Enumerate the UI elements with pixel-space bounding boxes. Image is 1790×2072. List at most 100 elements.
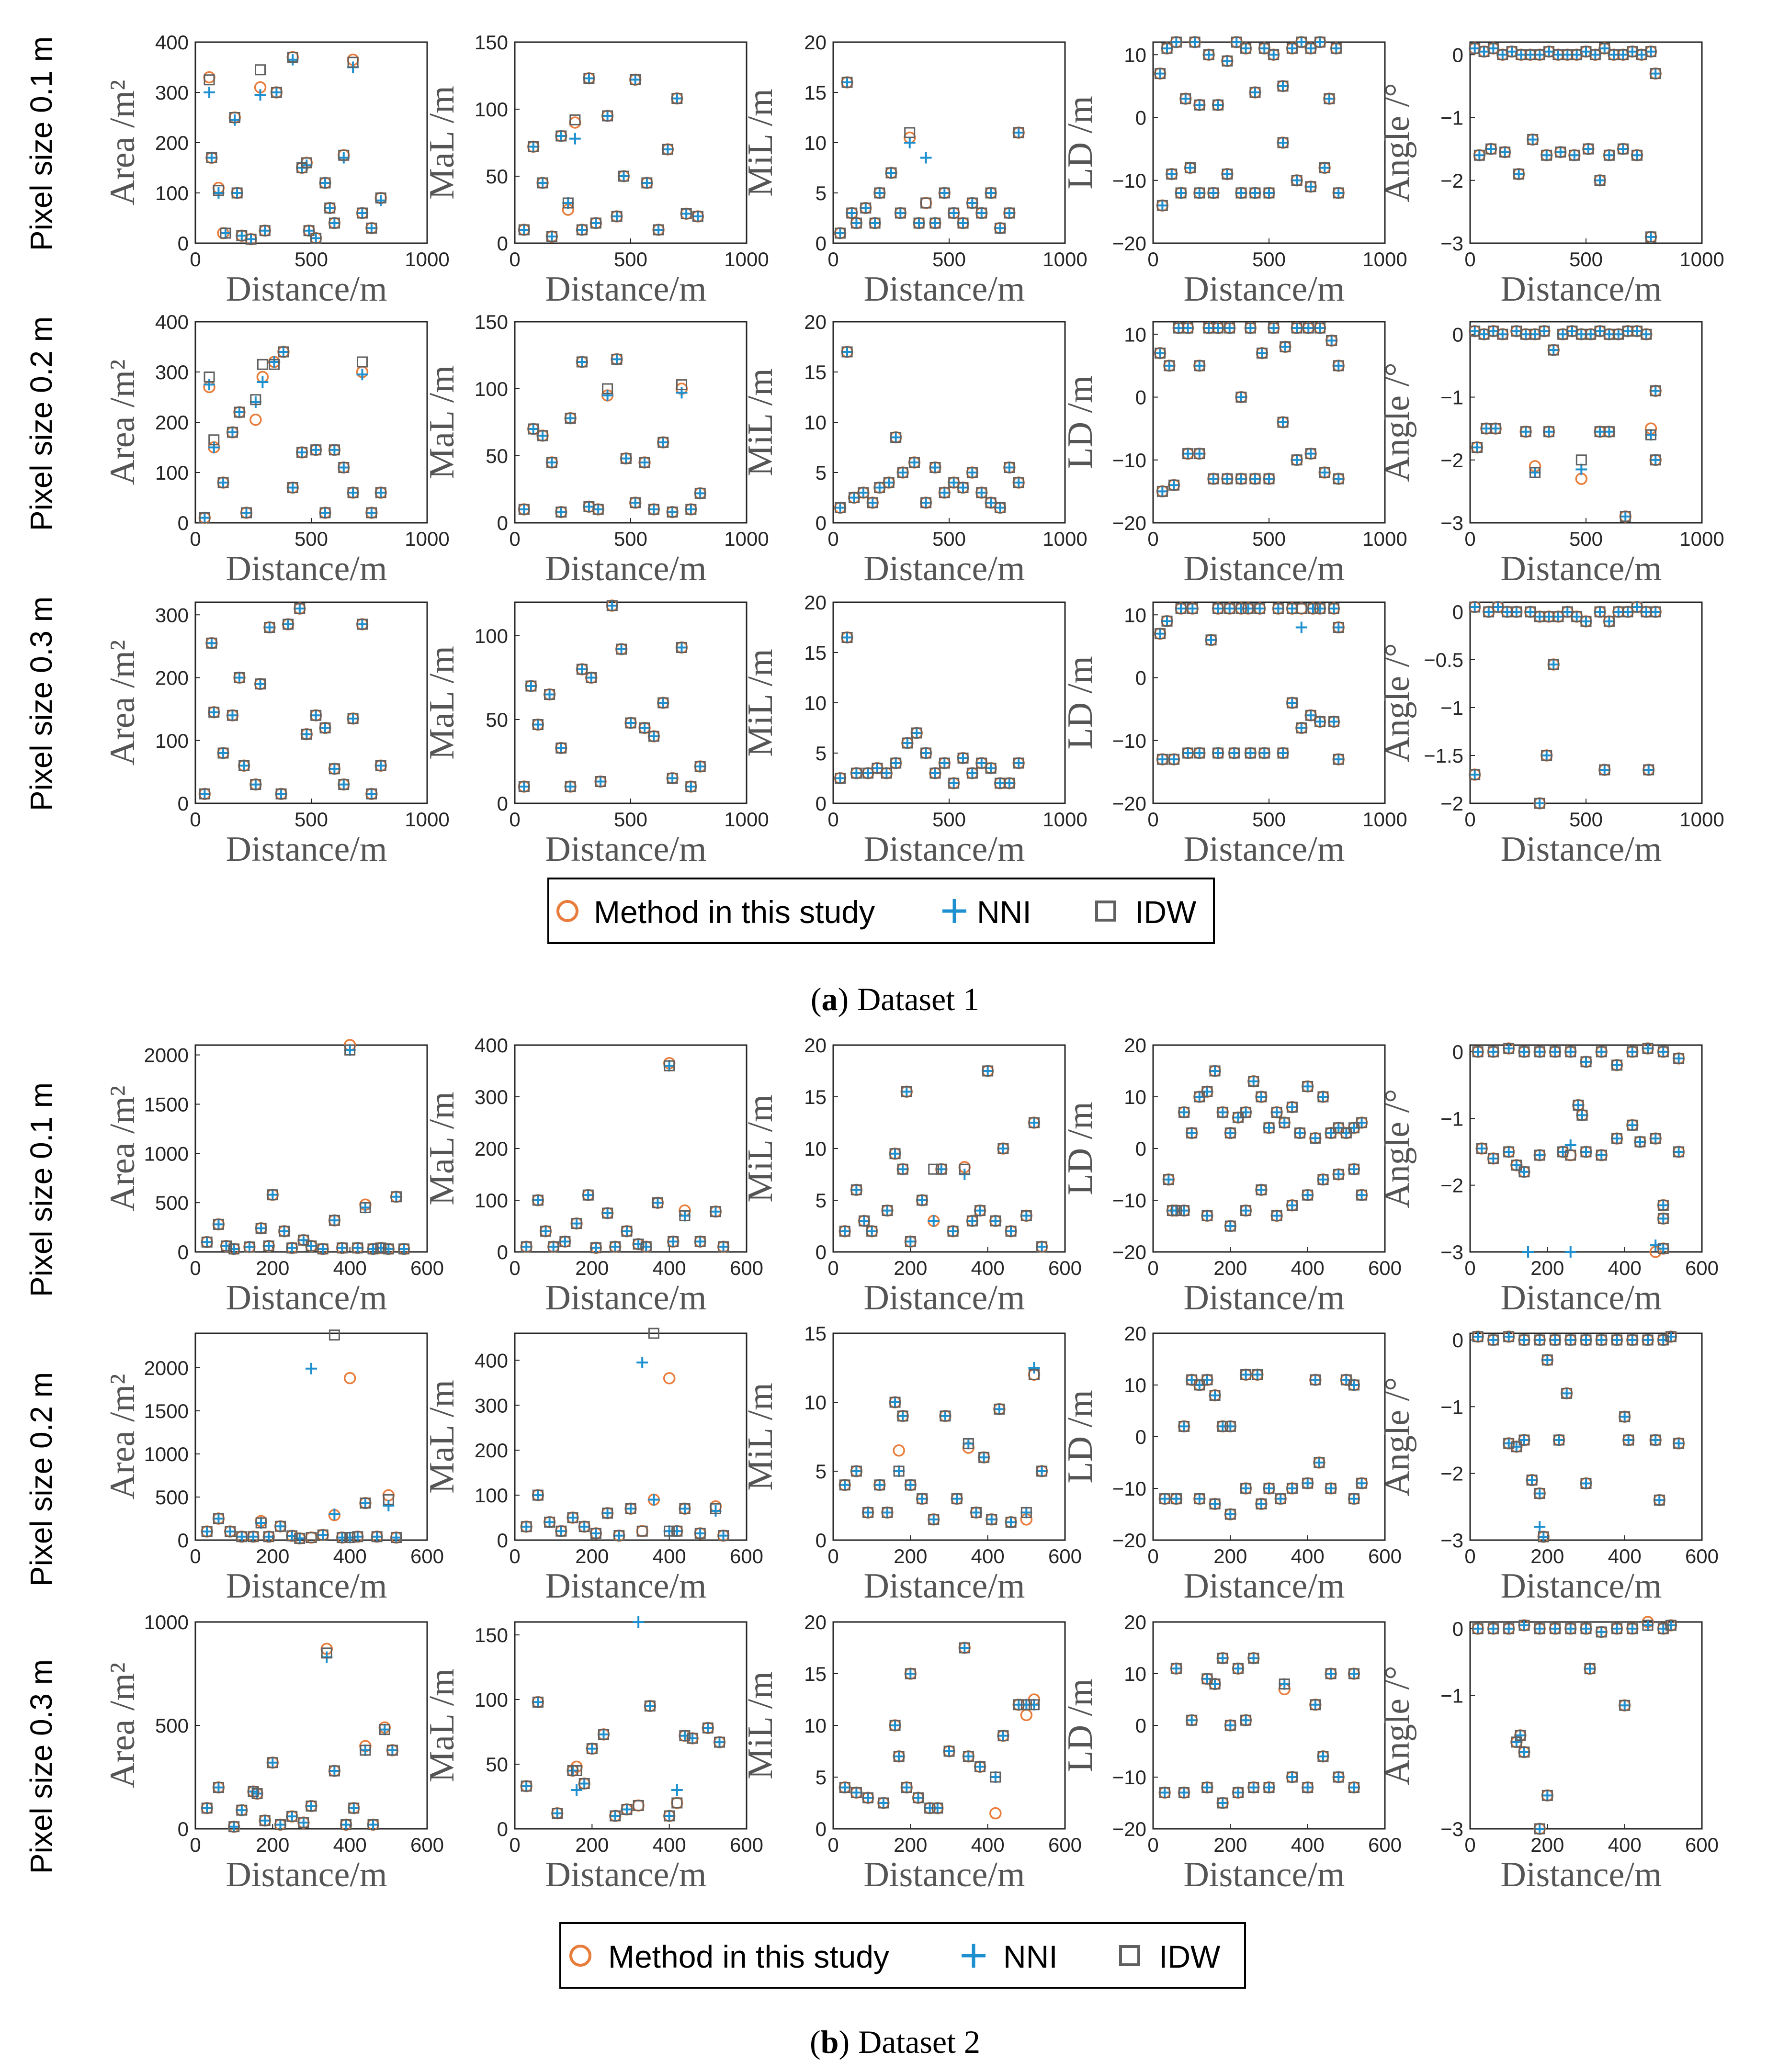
point-nni — [621, 1803, 633, 1815]
y-tick-label: 5 — [816, 1189, 827, 1212]
point-idw — [199, 512, 210, 523]
point-idw — [1472, 1623, 1484, 1634]
point-idw — [592, 504, 604, 515]
point-nni — [1553, 1434, 1565, 1446]
point-nni — [1619, 1700, 1631, 1712]
point-nni — [974, 1761, 986, 1773]
point-idw — [1565, 1334, 1576, 1346]
y-tick-label: 15 — [804, 642, 827, 664]
point-nni — [1028, 1362, 1040, 1374]
point-nni — [1534, 1487, 1546, 1499]
point-idw — [897, 1410, 908, 1422]
row-label-d2-r1: Pixel size 0.1 m — [24, 1082, 58, 1297]
point-nni — [1159, 1493, 1171, 1505]
point-idw — [255, 64, 266, 76]
point-idw — [994, 1403, 1005, 1415]
point-nni — [1485, 143, 1497, 155]
point-nni — [1622, 1434, 1634, 1446]
point-nni — [1503, 1146, 1515, 1158]
y-tick-label: 5 — [816, 1460, 827, 1483]
point-nni — [1650, 1239, 1662, 1251]
point-nni — [663, 1810, 675, 1822]
point-nni — [201, 1526, 213, 1537]
point-idw — [1356, 1189, 1368, 1201]
point-idw — [889, 1720, 901, 1731]
point-nni — [1611, 1622, 1623, 1634]
point-idw — [959, 1642, 970, 1654]
point-idw — [532, 1489, 544, 1501]
x-tick-label: 400 — [971, 1834, 1005, 1856]
point-idw — [606, 600, 618, 611]
point-idw — [238, 760, 250, 771]
point-idw — [1291, 454, 1303, 466]
point-nni — [1650, 68, 1662, 79]
y-tick-label: 10 — [1124, 323, 1146, 346]
point-nni — [319, 177, 331, 189]
point-idw — [929, 767, 941, 779]
point-nni — [1554, 146, 1566, 158]
point-nni — [286, 1530, 298, 1542]
point-idw — [890, 432, 902, 443]
point-nni — [1224, 603, 1235, 615]
point-nni — [671, 1525, 683, 1537]
x-tick-label: 200 — [575, 1545, 609, 1567]
point-idw — [966, 197, 978, 209]
point-idw — [1263, 187, 1275, 199]
point-idw — [1159, 1787, 1170, 1798]
point-nni — [365, 222, 377, 234]
point-nni — [1240, 1205, 1252, 1216]
point-idw — [1201, 1374, 1213, 1385]
point-nni — [271, 87, 283, 98]
point-idw — [1194, 187, 1205, 199]
point-idw — [347, 713, 359, 724]
point-idw — [611, 211, 623, 222]
point-nni — [1163, 360, 1175, 372]
y-axis-label: Angle /° — [1378, 362, 1417, 482]
point-idw — [1549, 1623, 1561, 1634]
point-idw — [1650, 1133, 1661, 1144]
point-nni — [1549, 1046, 1561, 1058]
point-nni — [618, 170, 630, 182]
point-nni — [259, 225, 271, 236]
point-idw — [595, 776, 606, 787]
point-idw — [620, 453, 632, 464]
point-nni — [1154, 68, 1166, 79]
point-idw — [306, 1800, 317, 1812]
point-idw — [1565, 1046, 1576, 1058]
point-idw — [208, 434, 220, 446]
point-nni — [1549, 1334, 1561, 1346]
point-nni — [1286, 1483, 1298, 1494]
point-nni — [379, 1723, 391, 1735]
point-nni — [717, 1530, 729, 1542]
point-nni — [347, 712, 359, 724]
point-nni — [873, 187, 885, 199]
x-tick-label: 400 — [971, 1545, 1005, 1567]
point-idw — [201, 1236, 213, 1248]
x-tick-label: 600 — [1368, 1257, 1402, 1279]
point-idw — [1529, 467, 1541, 478]
point-idw — [640, 1241, 652, 1252]
point-idw — [1325, 1668, 1337, 1679]
point-idw — [664, 1525, 675, 1537]
point-idw — [231, 187, 243, 199]
point-idw — [259, 1815, 271, 1826]
point-idw — [1245, 747, 1256, 759]
point-idw — [1189, 36, 1201, 48]
point-nni — [963, 1438, 974, 1450]
point-idw — [668, 1236, 679, 1247]
x-tick-label: 600 — [410, 1257, 444, 1279]
point-nni — [301, 728, 313, 740]
x-tick-label: 400 — [653, 1545, 686, 1567]
y-tick-label: −3 — [1440, 1818, 1463, 1840]
point-nni — [1510, 1159, 1522, 1171]
point-idw — [1167, 1205, 1178, 1216]
point-nni — [1541, 149, 1552, 161]
y-tick-label: 1000 — [144, 1443, 189, 1465]
point-nni — [912, 1792, 924, 1804]
point-idw — [213, 185, 224, 196]
point-nni — [694, 487, 706, 499]
plot-frame — [514, 601, 748, 804]
point-nni — [966, 197, 978, 209]
